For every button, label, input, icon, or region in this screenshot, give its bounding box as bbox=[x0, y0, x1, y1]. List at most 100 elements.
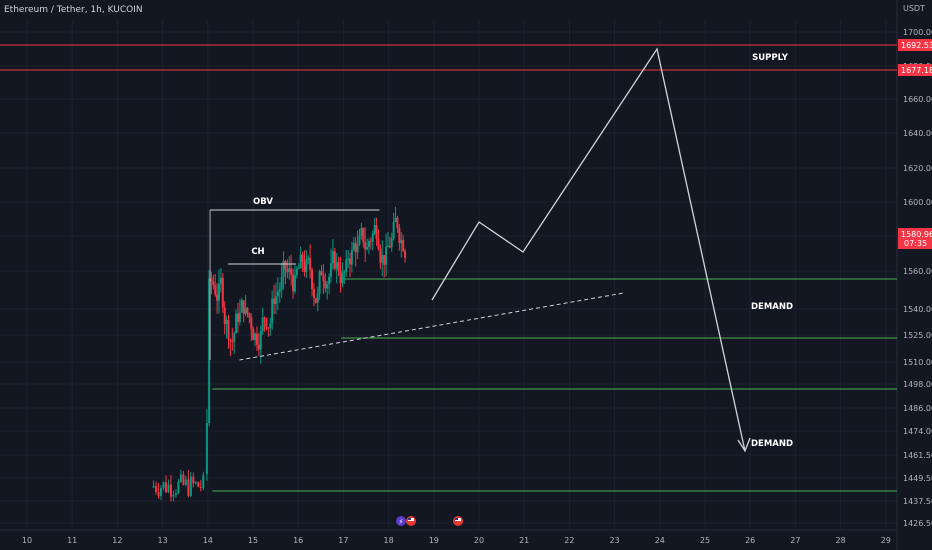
candle-body bbox=[394, 217, 397, 222]
candle-body bbox=[261, 317, 264, 331]
candle-body bbox=[290, 268, 293, 275]
dashed-trendline bbox=[239, 292, 624, 361]
x-tick-label: 26 bbox=[745, 536, 755, 545]
x-tick-label: 17 bbox=[338, 536, 348, 545]
candle-body bbox=[276, 291, 279, 297]
candle-body bbox=[210, 278, 213, 282]
candle-body bbox=[244, 307, 247, 314]
y-tick-label: 1461.50 bbox=[903, 451, 932, 460]
candle-body bbox=[326, 284, 329, 289]
candle-body bbox=[367, 241, 370, 247]
candle-body bbox=[375, 225, 378, 239]
x-tick-label: 12 bbox=[112, 536, 122, 545]
candle-body bbox=[225, 320, 228, 324]
y-tick-label: 1449.50 bbox=[903, 474, 932, 483]
y-tick-label: 1525.00 bbox=[903, 331, 932, 340]
price-badge-label: 1692.53 bbox=[901, 41, 932, 50]
y-tick-label: 1660.00 bbox=[903, 95, 932, 104]
x-tick-label: 13 bbox=[158, 536, 168, 545]
candle-body bbox=[194, 482, 197, 484]
y-tick-label: 1510.00 bbox=[903, 358, 932, 367]
candle-body bbox=[189, 476, 192, 496]
candle-body bbox=[379, 249, 382, 263]
candle-body bbox=[174, 493, 177, 495]
x-tick-label: 11 bbox=[67, 536, 77, 545]
candle-body bbox=[292, 274, 295, 292]
y-tick-label: 1426.50 bbox=[903, 519, 932, 528]
candle-body bbox=[345, 259, 348, 272]
candle-body bbox=[280, 276, 283, 290]
candle-body bbox=[172, 494, 175, 497]
candle-body bbox=[238, 312, 241, 322]
lightning-icon-glyph: ⚡ bbox=[399, 518, 404, 526]
current-price-badge bbox=[898, 228, 932, 249]
x-tick-label: 25 bbox=[700, 536, 710, 545]
candle-body bbox=[328, 276, 331, 285]
candle-body bbox=[324, 280, 327, 289]
candle-body bbox=[182, 474, 185, 485]
candle-body bbox=[364, 242, 367, 250]
candle-body bbox=[192, 476, 195, 484]
x-tick-label: 21 bbox=[519, 536, 529, 545]
candle-body bbox=[381, 255, 384, 263]
candle-body bbox=[227, 320, 230, 340]
candle-body bbox=[257, 344, 260, 350]
candle-body bbox=[377, 238, 380, 250]
candle-body bbox=[305, 259, 308, 272]
x-tick-label: 27 bbox=[790, 536, 800, 545]
candle-body bbox=[282, 261, 285, 277]
y-tick-label: 1600.00 bbox=[903, 198, 932, 207]
candle-body bbox=[347, 258, 350, 260]
candle-body bbox=[352, 243, 355, 250]
current-price-countdown: 07:35 bbox=[904, 239, 927, 248]
candle-body bbox=[303, 261, 306, 272]
candle-body bbox=[229, 339, 232, 342]
x-tick-label: 18 bbox=[384, 536, 394, 545]
candle-body bbox=[337, 262, 340, 271]
candle-body bbox=[246, 307, 249, 314]
candle-body bbox=[383, 255, 386, 265]
candle-body bbox=[255, 333, 258, 345]
candle-body bbox=[314, 298, 317, 303]
candle-body bbox=[284, 261, 287, 270]
candle-body bbox=[197, 482, 200, 488]
candle-body bbox=[309, 258, 312, 270]
x-tick-label: 22 bbox=[564, 536, 574, 545]
candle-body bbox=[402, 239, 405, 252]
candle-body bbox=[301, 254, 304, 262]
candle-body bbox=[179, 474, 182, 482]
supply-label: SUPPLY bbox=[752, 53, 789, 63]
demand-label-2: DEMAND bbox=[751, 439, 793, 449]
candle-body bbox=[286, 269, 289, 273]
candle-body bbox=[320, 271, 323, 276]
candle-body bbox=[333, 251, 336, 269]
candle-body bbox=[330, 263, 333, 277]
candle-body bbox=[299, 254, 302, 269]
candle-body bbox=[240, 300, 243, 313]
candle-body bbox=[360, 228, 363, 236]
candle-body bbox=[214, 285, 217, 295]
candle-body bbox=[356, 244, 359, 253]
candle-body bbox=[233, 333, 236, 342]
candle-body bbox=[339, 270, 342, 284]
candle-body bbox=[273, 298, 276, 304]
y-tick-label: 1474.00 bbox=[903, 427, 932, 436]
candle-body bbox=[167, 484, 170, 493]
y-tick-label: 1437.50 bbox=[903, 497, 932, 506]
candle-body bbox=[404, 251, 407, 258]
candle-body bbox=[205, 423, 208, 474]
candle-body bbox=[164, 482, 167, 493]
candle-body bbox=[267, 327, 270, 329]
x-tick-label: 19 bbox=[429, 536, 439, 545]
candle-body bbox=[157, 491, 160, 496]
candle-body bbox=[274, 296, 277, 304]
chart-title: Ethereum / Tether, 1h, KUCOIN bbox=[4, 5, 143, 15]
y-tick-label: 1498.00 bbox=[903, 380, 932, 389]
candle-body bbox=[202, 475, 205, 488]
candle-body bbox=[316, 293, 319, 303]
candle-body bbox=[236, 313, 239, 322]
candle-body bbox=[341, 273, 344, 284]
candle-body bbox=[250, 317, 253, 329]
y-tick-label: 1700.00 bbox=[903, 28, 932, 37]
